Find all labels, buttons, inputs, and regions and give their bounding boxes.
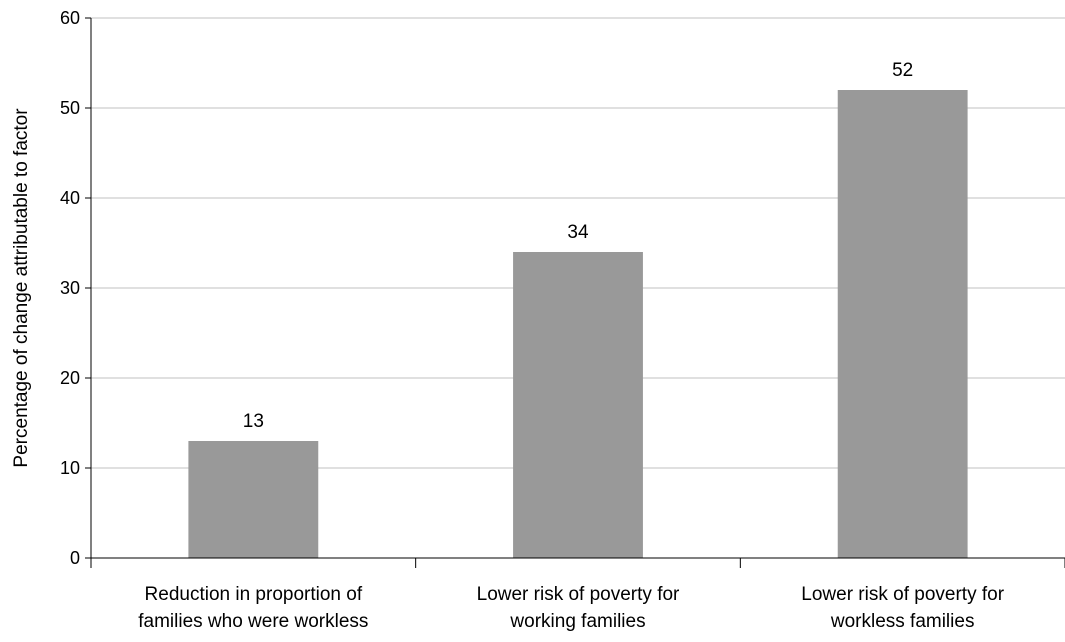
data-label: 13 — [243, 411, 264, 432]
y-tick-label: 40 — [60, 188, 80, 208]
bar — [188, 441, 319, 558]
y-tick-label: 50 — [60, 98, 80, 118]
y-tick-label: 10 — [60, 458, 80, 478]
category-label: Reduction in proportion of families who w… — [138, 584, 368, 632]
bars — [188, 90, 968, 558]
y-tick-labels: 0 10 20 30 40 50 60 — [60, 8, 91, 568]
bar — [837, 90, 968, 558]
category-labels: Reduction in proportion of families who w… — [90, 558, 1065, 632]
y-axis-title: Percentage of change attributable to fac… — [11, 108, 32, 468]
data-label: 52 — [892, 60, 913, 81]
category-label: Lower risk of poverty for working familie… — [477, 584, 680, 632]
y-tick-label: 30 — [60, 278, 80, 298]
category-label: Lower risk of poverty for workless famili… — [801, 584, 1004, 632]
y-tick-label: 20 — [60, 368, 80, 388]
bar — [513, 252, 643, 558]
data-labels: 13 34 52 — [243, 60, 913, 432]
y-tick-label: 0 — [70, 548, 80, 568]
data-label: 34 — [567, 222, 589, 243]
y-tick-label: 60 — [60, 8, 80, 28]
